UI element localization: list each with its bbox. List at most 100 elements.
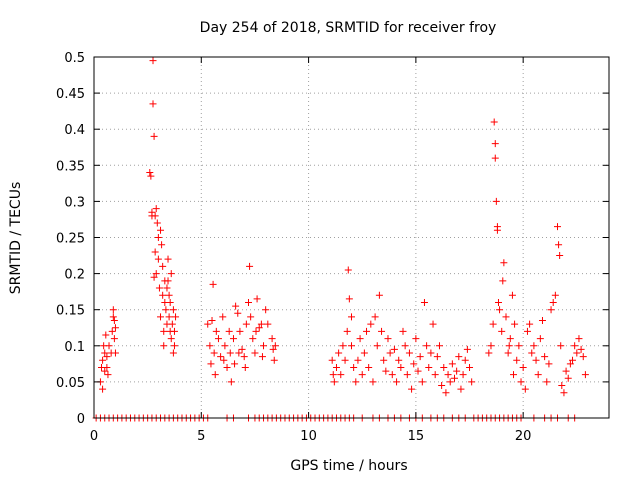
x-tick-label: 15 bbox=[408, 429, 425, 444]
data-point bbox=[166, 298, 174, 306]
data-point bbox=[367, 320, 375, 328]
y-axis-label: SRMTID / TECUs bbox=[8, 182, 24, 295]
data-point bbox=[241, 363, 249, 371]
data-point bbox=[329, 371, 337, 379]
data-point bbox=[491, 140, 499, 148]
data-point bbox=[511, 320, 519, 328]
axis-ticks: 0 0.05 0.1 0.15 0.2 0.25 0.3 0.35 0.4 0.45 0.5 0 5 10… bbox=[56, 51, 609, 444]
data-point bbox=[466, 363, 474, 371]
data-point bbox=[575, 335, 583, 343]
data-point bbox=[530, 342, 538, 350]
data-point bbox=[101, 367, 109, 375]
data-point bbox=[515, 342, 523, 350]
data-point bbox=[504, 349, 512, 357]
data-point bbox=[343, 327, 351, 335]
data-point bbox=[211, 371, 219, 379]
data-point bbox=[210, 349, 218, 357]
data-point bbox=[378, 327, 386, 335]
y-tick-label: 0.05 bbox=[56, 376, 85, 391]
data-point bbox=[386, 349, 394, 357]
data-point bbox=[159, 291, 167, 299]
data-point bbox=[408, 385, 416, 393]
data-point bbox=[207, 360, 215, 368]
data-point bbox=[157, 313, 165, 321]
data-point bbox=[491, 154, 499, 162]
data-point bbox=[468, 378, 476, 386]
data-point bbox=[519, 363, 527, 371]
data-point bbox=[423, 342, 431, 350]
data-point bbox=[382, 367, 390, 375]
data-point bbox=[268, 335, 276, 343]
data-point bbox=[521, 385, 529, 393]
data-point bbox=[225, 327, 233, 335]
data-point bbox=[375, 291, 383, 299]
data-point bbox=[231, 360, 239, 368]
data-point bbox=[154, 255, 162, 263]
data-point bbox=[214, 335, 222, 343]
data-point bbox=[240, 353, 248, 361]
data-point bbox=[149, 57, 157, 65]
data-point bbox=[365, 363, 373, 371]
data-point bbox=[226, 349, 234, 357]
data-point bbox=[163, 284, 171, 292]
data-point bbox=[431, 371, 439, 379]
data-point bbox=[255, 324, 263, 332]
y-tick-label: 0.25 bbox=[56, 232, 85, 247]
data-point bbox=[397, 363, 405, 371]
data-point bbox=[562, 367, 570, 375]
data-point bbox=[505, 342, 513, 350]
data-point bbox=[557, 342, 565, 350]
data-point bbox=[500, 259, 508, 267]
data-point bbox=[164, 255, 172, 263]
data-point bbox=[371, 313, 379, 321]
data-point bbox=[104, 371, 112, 379]
data-point bbox=[99, 356, 107, 364]
data-point bbox=[463, 345, 471, 353]
data-point bbox=[360, 349, 368, 357]
data-point bbox=[573, 349, 581, 357]
data-point bbox=[206, 342, 214, 350]
data-point bbox=[373, 342, 381, 350]
data-point bbox=[99, 385, 107, 393]
data-point bbox=[571, 342, 579, 350]
data-point bbox=[405, 349, 413, 357]
data-point bbox=[339, 342, 347, 350]
data-point bbox=[160, 327, 168, 335]
data-point bbox=[169, 306, 177, 314]
data-point bbox=[543, 378, 551, 386]
grid bbox=[94, 57, 609, 418]
data-point bbox=[448, 360, 456, 368]
data-point bbox=[451, 374, 458, 382]
data-point bbox=[165, 291, 173, 299]
data-point bbox=[581, 371, 589, 379]
data-point bbox=[502, 313, 510, 321]
data-point bbox=[103, 363, 111, 371]
data-point bbox=[485, 349, 493, 357]
data-point bbox=[246, 262, 254, 270]
x-tick-label: 0 bbox=[90, 429, 98, 444]
data-point bbox=[442, 389, 450, 397]
data-point bbox=[111, 324, 119, 332]
data-point bbox=[496, 306, 504, 314]
data-point bbox=[558, 382, 566, 390]
data-point bbox=[245, 298, 252, 306]
data-point bbox=[332, 363, 340, 371]
data-point bbox=[433, 353, 441, 361]
data-point bbox=[354, 356, 362, 364]
data-point bbox=[459, 371, 467, 379]
data-point bbox=[345, 295, 353, 303]
data-point bbox=[168, 320, 176, 328]
data-point bbox=[149, 100, 157, 108]
data-point bbox=[249, 335, 257, 343]
data-point bbox=[455, 353, 463, 361]
data-point bbox=[258, 353, 266, 361]
data-point bbox=[418, 378, 426, 386]
data-point bbox=[155, 284, 163, 292]
x-tick-label: 10 bbox=[300, 429, 317, 444]
data-point bbox=[153, 219, 161, 227]
data-point bbox=[569, 356, 577, 364]
data-point bbox=[545, 360, 553, 368]
data-point bbox=[551, 291, 559, 299]
data-point bbox=[350, 363, 358, 371]
data-point bbox=[444, 371, 452, 379]
